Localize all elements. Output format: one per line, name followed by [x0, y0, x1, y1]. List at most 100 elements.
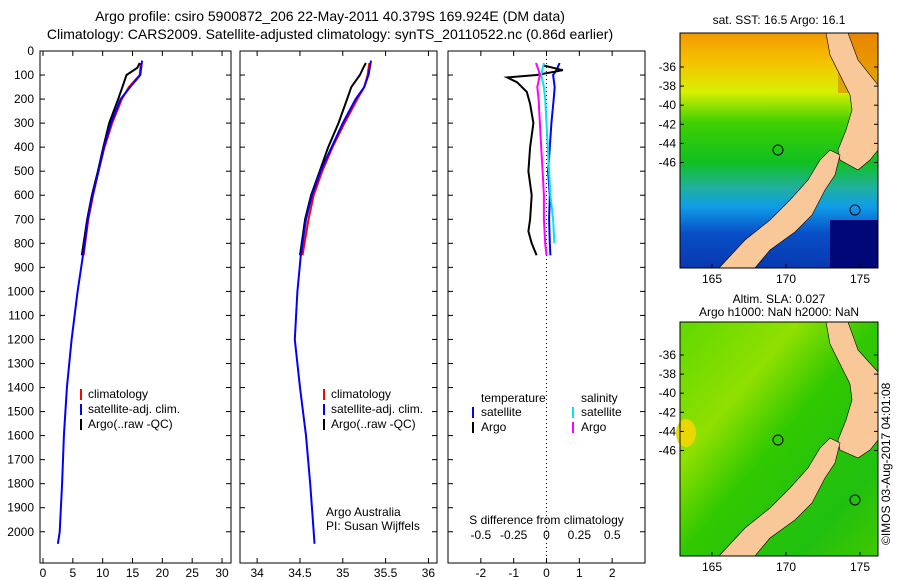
sla-map [676, 321, 879, 557]
map-y-tick-label: -42 [659, 117, 677, 131]
legend-swatch [572, 407, 574, 418]
legend-label: Argo [481, 420, 507, 434]
argo-location-marker [772, 434, 784, 446]
y-tick-label: 1300 [7, 356, 34, 370]
plot-frame [39, 50, 232, 564]
figure-title-line2: Climatology: CARS2009. Satellite-adjuste… [46, 26, 614, 42]
sla-map-title1: Altim. SLA: 0.027 [733, 292, 826, 306]
x-tick-label: 0 [543, 566, 550, 580]
y-tick-label: 700 [14, 212, 34, 226]
y-tick-label: 1200 [7, 332, 34, 346]
legend-label: Argo(..raw -QC) [331, 417, 416, 431]
s-tick-label: 0 [543, 528, 550, 542]
map-y-tick-label: -44 [659, 424, 677, 438]
y-tick-label: 1700 [7, 453, 34, 467]
legend-heading-temperature: temperature [481, 391, 546, 405]
s-tick-label: 0.25 [568, 528, 592, 542]
y-tick-label: 400 [14, 140, 34, 154]
series-line-t-satellite [547, 62, 561, 256]
sst-map [679, 32, 879, 269]
y-tick-label: 600 [14, 188, 34, 202]
legend-swatch [323, 419, 325, 430]
legend-swatch [323, 404, 325, 415]
annotation-text: PI: Susan Wijffels [326, 519, 420, 533]
legend-label: Argo [581, 420, 607, 434]
legend-swatch [323, 389, 325, 400]
series-line-satellite-adj-clim- [56, 60, 144, 544]
y-tick-label: 1900 [7, 501, 34, 515]
s-tick-label: -0.25 [500, 528, 528, 542]
map-y-tick-label: -44 [659, 136, 677, 150]
x-tick-label: 20 [156, 566, 170, 580]
x-tick-label: 30 [215, 566, 229, 580]
map-y-tick-label: -40 [659, 98, 677, 112]
y-tick-label: 1800 [7, 477, 34, 491]
legend-swatch [572, 422, 574, 433]
legend-swatch [472, 407, 474, 418]
legend-swatch [80, 389, 82, 400]
y-tick-label: 900 [14, 260, 34, 274]
annotation-text: Argo Australia [326, 505, 401, 519]
legend-swatch [80, 419, 82, 430]
x-tick-label: 35 [336, 566, 350, 580]
series-line-climatology [82, 62, 142, 256]
x-tick-label: -1 [508, 566, 519, 580]
x-tick-label: 2 [609, 566, 616, 580]
y-tick-label: 2000 [7, 525, 34, 539]
series-line-climatology [301, 62, 371, 256]
x-tick-label: 10 [96, 566, 110, 580]
map-y-tick-label: -36 [659, 60, 677, 74]
salinity-profile: 3434.53535.536salinityclimatologysatelli… [239, 50, 438, 580]
x-tick-label: 1 [576, 566, 583, 580]
series-line-t-argo [503, 64, 564, 256]
y-tick-label: 1400 [7, 381, 34, 395]
sst-map-frame [679, 32, 879, 269]
x-tick-label: 15 [126, 566, 140, 580]
map-x-tick-label: 165 [702, 272, 722, 286]
x-tick-label: 5 [69, 566, 76, 580]
nz-north-island [825, 32, 879, 171]
map-y-tick-label: -38 [659, 79, 677, 93]
s-tick-label: -0.5 [470, 528, 491, 542]
map-x-tick-label: 175 [850, 560, 870, 574]
series-line-satellite-adj-clim- [293, 60, 372, 544]
imos-stamp: ©IMOS 03-Aug-2017 04:01:08 [879, 382, 893, 545]
y-tick-label: 1500 [7, 405, 34, 419]
y-tick-label: 300 [14, 116, 34, 130]
sla-high-patch [676, 419, 696, 447]
sst-map-title: sat. SST: 16.5 Argo: 16.1 [713, 13, 846, 27]
eddy-marker [849, 204, 861, 216]
nz-south-island [718, 149, 841, 269]
legend-label: satellite [581, 405, 622, 419]
y-tick-label: 500 [14, 164, 34, 178]
legend-label: Argo(..raw -QC) [88, 417, 173, 431]
map-x-tick-label: 170 [776, 272, 796, 286]
map-y-tick-label: -40 [659, 386, 677, 400]
figure-title-line1: Argo profile: csiro 5900872_206 22-May-2… [95, 8, 565, 24]
legend-label: satellite [481, 405, 522, 419]
y-tick-label: 100 [14, 68, 34, 82]
legend-swatch [80, 404, 82, 415]
x-tick-label: -2 [475, 566, 486, 580]
map-x-tick-label: 170 [776, 560, 796, 574]
legend-heading-salinity: salinity [581, 391, 618, 405]
legend-label: satellite-adj. clim. [331, 402, 423, 416]
x-tick-label: 36 [422, 566, 436, 580]
series-line-argo-raw-qc- [299, 62, 367, 256]
y-tick-label: 200 [14, 92, 34, 106]
legend-label: climatology [331, 387, 391, 401]
x-tick-label: 34 [250, 566, 264, 580]
y-tick-label: 800 [14, 236, 34, 250]
cold-patch [830, 220, 878, 268]
difference-profile: -2-1012T difference from climatology-0.5… [447, 50, 646, 580]
nz-south-island [718, 437, 841, 557]
map-y-tick-label: -36 [659, 348, 677, 362]
argo-location-marker [772, 144, 784, 156]
eddy-marker [849, 494, 861, 506]
series-line-s-satellite [540, 62, 556, 244]
y-tick-label: 1000 [7, 284, 34, 298]
y-tick-label: 1100 [8, 308, 34, 322]
series-line-s-argo [535, 62, 548, 256]
